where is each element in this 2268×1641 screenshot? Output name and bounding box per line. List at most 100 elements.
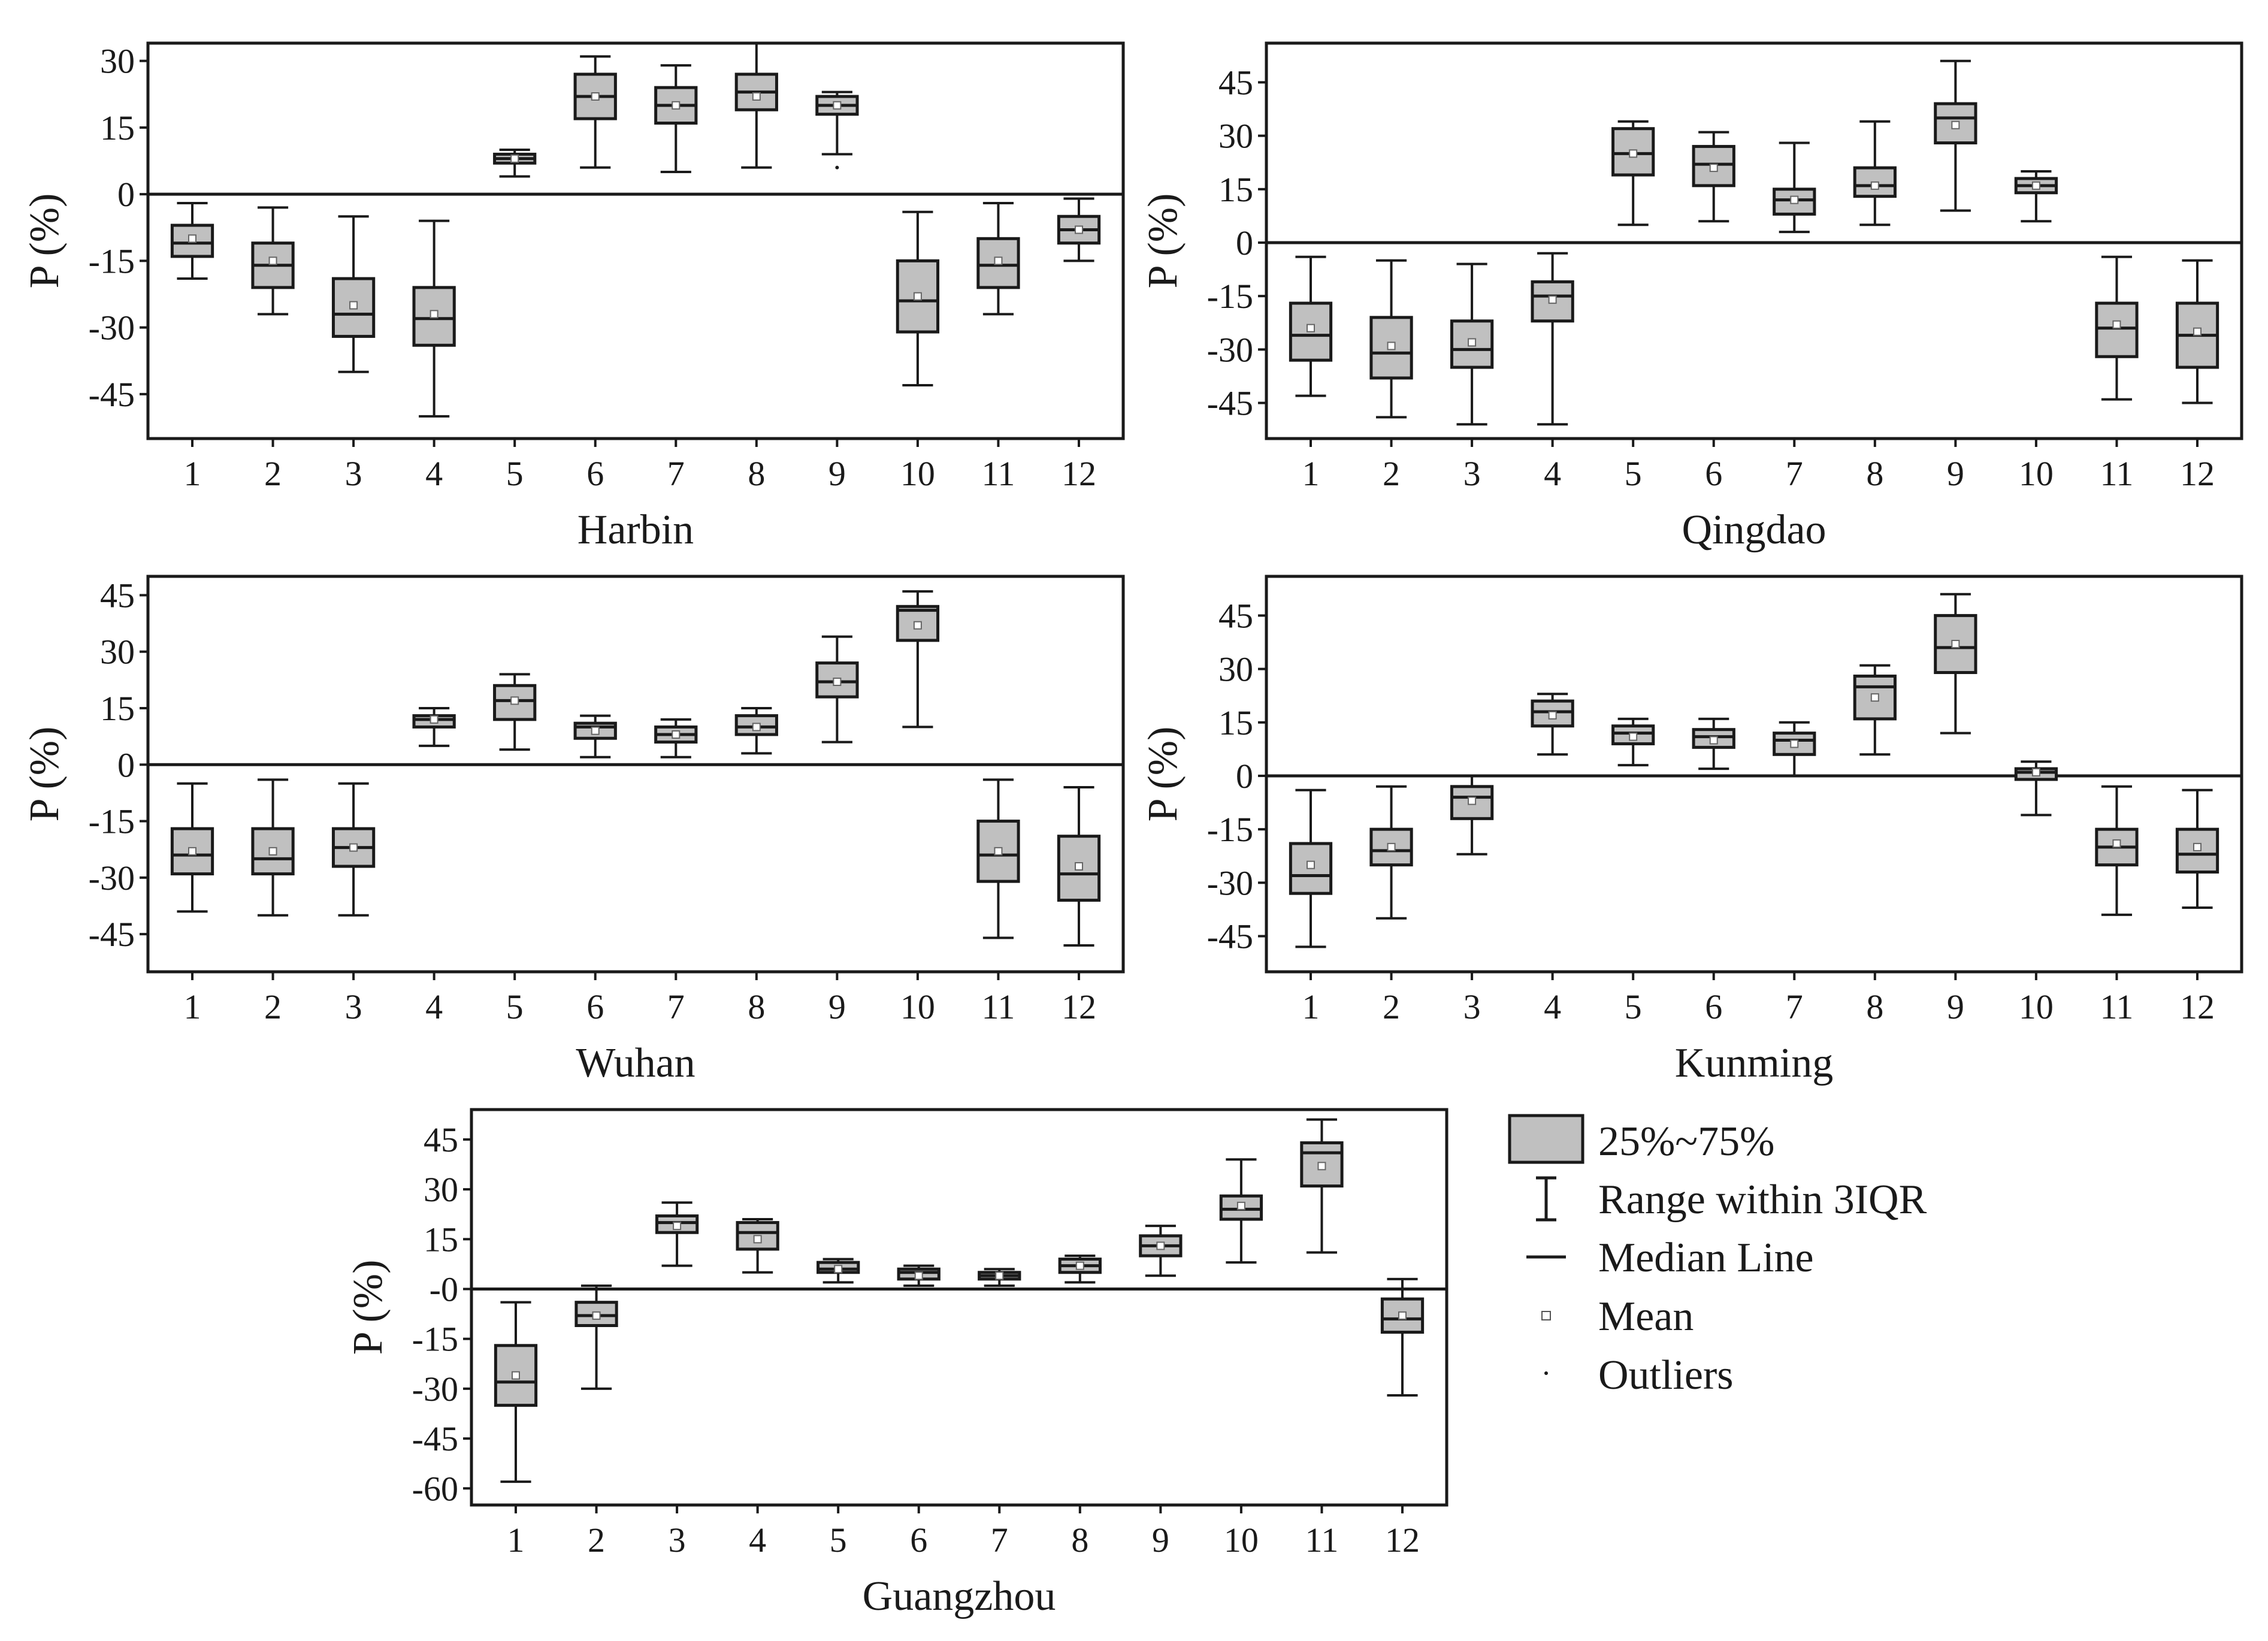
- legend-box-label: 25%~75%: [1598, 1119, 1775, 1165]
- x-tick-label: 12: [1062, 987, 1096, 1026]
- city-label-qingdao: Qingdao: [1682, 507, 1826, 553]
- legend-whisker-symbol: [1536, 1176, 1556, 1222]
- x-tick-label: 5: [830, 1521, 847, 1560]
- x-tick-label: 7: [1786, 454, 1803, 493]
- box-month-12: [1057, 786, 1101, 947]
- mean-marker: [833, 678, 842, 686]
- x-tick-label: 8: [748, 454, 765, 493]
- mean-marker: [591, 726, 600, 735]
- y-tick-label: 45: [100, 576, 135, 615]
- x-tick-label: 1: [507, 1521, 525, 1560]
- box-month-9: [815, 635, 859, 744]
- x-tick-label: 2: [1383, 987, 1400, 1026]
- x-tick-label: 4: [749, 1521, 766, 1560]
- mean-marker: [1790, 195, 1799, 204]
- box-month-9: [1934, 59, 1977, 212]
- y-tick-label: 30: [100, 633, 135, 672]
- y-tick-label: -30: [89, 859, 135, 897]
- city-label-guangzhou: Guangzhou: [863, 1573, 1056, 1619]
- x-tick-label: 6: [910, 1521, 927, 1560]
- x-tick-label: 4: [425, 454, 443, 493]
- x-tick-label: 12: [2180, 454, 2215, 493]
- box-month-2: [251, 778, 295, 917]
- box-month-5: [1611, 120, 1655, 226]
- mean-marker: [1548, 295, 1557, 304]
- y-tick-label: 0: [1236, 223, 1253, 262]
- mean-marker: [512, 1371, 520, 1380]
- iqr-box: [331, 277, 376, 338]
- x-tick-label: 4: [1544, 987, 1561, 1026]
- x-tick-label: 5: [506, 987, 524, 1026]
- mean-marker: [1951, 639, 1960, 648]
- y-tick-label: -15: [1207, 810, 1253, 849]
- mean-marker: [188, 234, 196, 243]
- box-month-6: [573, 714, 617, 758]
- x-tick-label: 12: [1062, 454, 1096, 493]
- box-month-11: [1300, 1118, 1344, 1254]
- box-month-5: [817, 1258, 860, 1284]
- x-tick-label: 3: [1463, 454, 1481, 493]
- box-month-8: [1853, 664, 1897, 756]
- box-month-2: [1369, 785, 1413, 920]
- box-month-2: [1369, 259, 1413, 419]
- x-tick-label: 7: [667, 987, 685, 1026]
- x-tick-label: 7: [667, 454, 685, 493]
- mean-marker: [913, 621, 922, 630]
- mean-marker: [995, 1271, 1004, 1280]
- mean-marker: [591, 92, 600, 101]
- x-tick-label: 11: [2100, 454, 2134, 493]
- plot-frame: [146, 41, 1125, 440]
- legend-outlier-symbol: [1544, 1371, 1548, 1375]
- y-tick-label: -15: [1207, 277, 1253, 316]
- x-tick-label: 10: [900, 454, 935, 493]
- mean-marker: [1156, 1241, 1165, 1250]
- mean-marker: [1870, 181, 1879, 190]
- plot-frame: [1265, 575, 2243, 974]
- x-tick-label: 2: [1383, 454, 1400, 493]
- mean-marker: [510, 154, 519, 163]
- x-tick-label: 1: [184, 987, 201, 1026]
- box-month-3: [1450, 262, 1494, 426]
- box-month-5: [493, 148, 537, 178]
- x-tick-label: 11: [2100, 987, 2134, 1026]
- box-month-7: [1773, 721, 1816, 777]
- mean-marker: [2031, 181, 2040, 190]
- x-tick-label: 2: [264, 987, 282, 1026]
- box-month-10: [2014, 760, 2058, 817]
- box-month-12: [2175, 788, 2219, 909]
- box-month-11: [976, 778, 1020, 939]
- mean-marker: [1709, 164, 1718, 173]
- legend-median-label: Median Line: [1598, 1235, 1814, 1281]
- box-month-1: [170, 782, 214, 913]
- box-month-4: [412, 219, 456, 418]
- x-tick-label: 10: [1224, 1521, 1259, 1560]
- mean-marker: [1307, 324, 1315, 333]
- x-tick-label: 9: [828, 454, 846, 493]
- box-month-12: [1380, 1277, 1425, 1397]
- city-label-kunming: Kunming: [1675, 1040, 1833, 1086]
- iqr-box: [1853, 166, 1897, 198]
- x-tick-label: 2: [264, 454, 282, 493]
- box-month-10: [2014, 170, 2058, 223]
- box-month-6: [1692, 717, 1735, 770]
- box-month-11: [2095, 785, 2139, 916]
- mean-marker: [672, 730, 681, 739]
- x-tick-label: 5: [506, 454, 524, 493]
- x-tick-label: 9: [1947, 987, 1964, 1026]
- iqr-box: [1934, 102, 1977, 144]
- box-month-4: [412, 707, 456, 747]
- x-tick-label: 11: [1305, 1521, 1339, 1560]
- x-tick-label: 2: [588, 1521, 605, 1560]
- box-month-10: [896, 590, 940, 729]
- mean-marker: [349, 843, 358, 852]
- y-tick-label: 0: [1236, 757, 1253, 796]
- mean-marker: [1075, 862, 1083, 871]
- y-axis-title: P (%): [22, 194, 68, 289]
- iqr-box: [976, 820, 1020, 883]
- x-tick-label: 4: [1544, 454, 1561, 493]
- mean-marker: [2112, 839, 2121, 848]
- y-axis-title: P (%): [22, 727, 68, 822]
